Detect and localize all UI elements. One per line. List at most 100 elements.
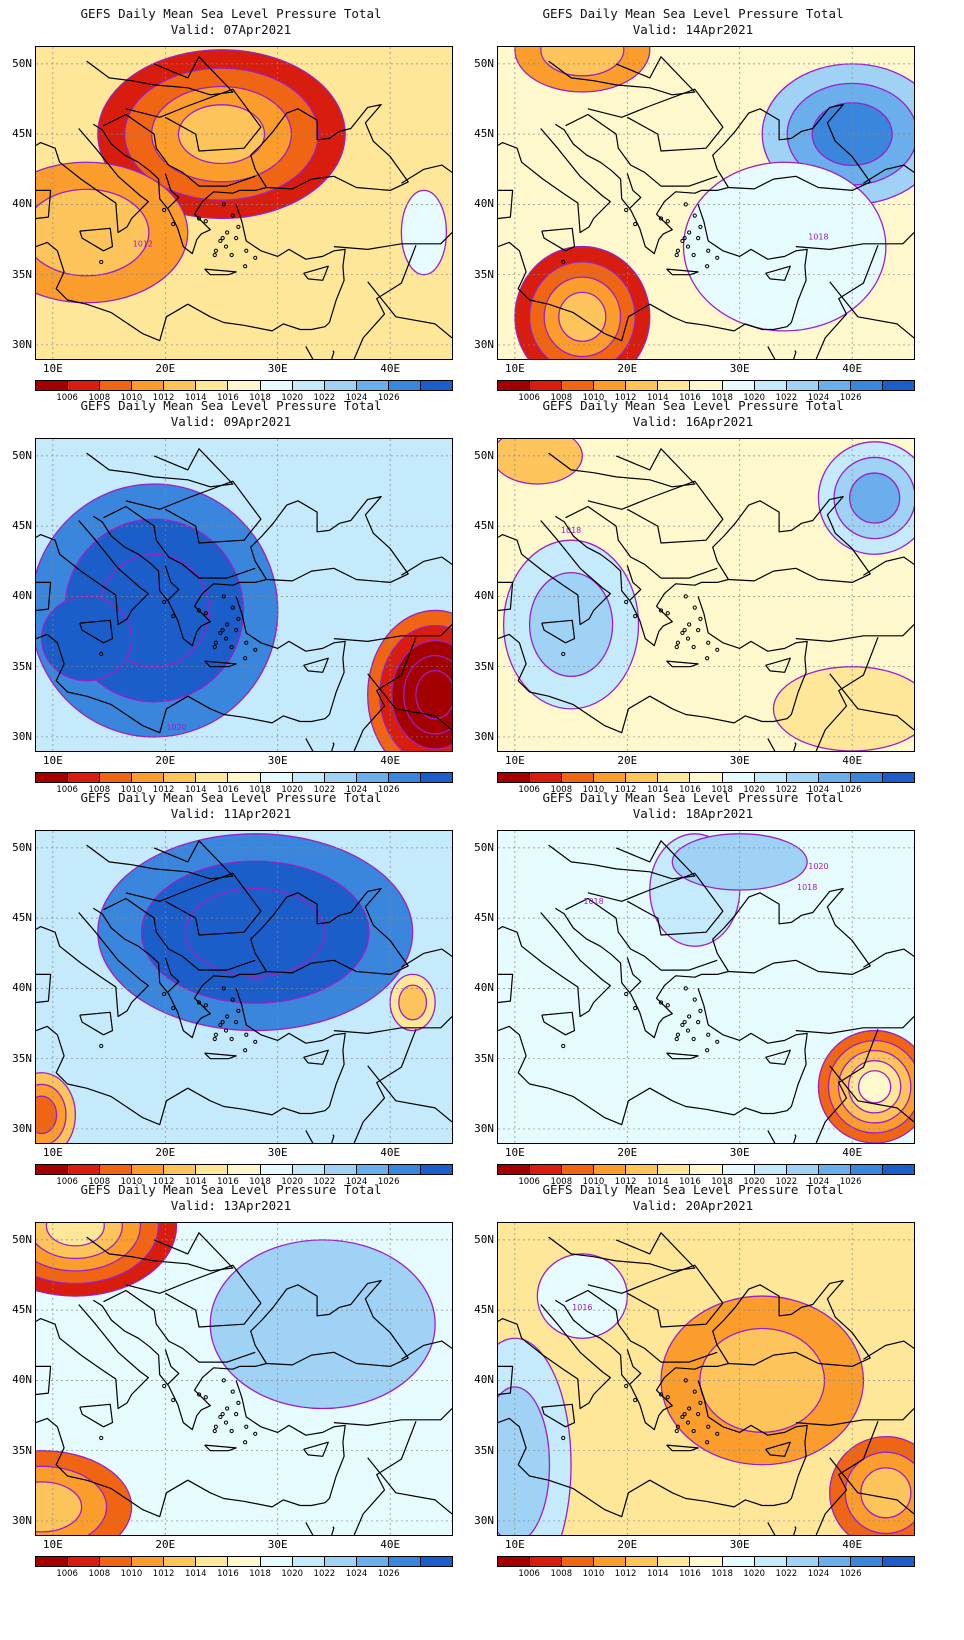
colorbar-swatch <box>850 1165 883 1174</box>
contour-label: 1018 <box>583 897 603 906</box>
panel-valid-date: Valid: 20Apr2021 <box>632 1198 754 1213</box>
coastline <box>765 1441 791 1457</box>
colorbar <box>35 1556 453 1567</box>
colorbar-swatch <box>594 1165 627 1174</box>
island <box>196 216 202 221</box>
colorbar-swatch <box>786 1557 819 1566</box>
latitude-label: 40N <box>12 981 32 995</box>
coastline <box>204 1444 237 1452</box>
pressure-contour <box>415 670 452 720</box>
colorbar-swatch <box>292 381 325 390</box>
coastline <box>204 268 237 276</box>
colorbar-label: 1006 <box>518 1177 540 1187</box>
colorbar-label: 1020 <box>281 1569 304 1579</box>
latitude-label: 50N <box>474 840 494 854</box>
island <box>680 1022 685 1028</box>
island <box>221 1378 226 1383</box>
colorbar-swatch <box>530 1557 563 1566</box>
island <box>691 1428 696 1434</box>
colorbar <box>35 1164 453 1175</box>
latitude-label: 45N <box>12 911 32 925</box>
colorbar-swatch <box>196 381 229 390</box>
colorbar-swatch <box>626 1165 659 1174</box>
colorbar-swatch <box>36 773 69 782</box>
coastline <box>626 173 642 210</box>
pressure-map: 1018 <box>497 438 915 752</box>
colorbar-label: 1006 <box>518 393 540 403</box>
coastline <box>712 1280 871 1367</box>
island <box>213 248 218 253</box>
island <box>225 622 230 627</box>
island <box>665 611 670 616</box>
colorbar-label: 1008 <box>550 393 573 403</box>
coastline <box>863 164 914 184</box>
island <box>706 1424 711 1429</box>
coastline <box>498 1365 514 1396</box>
coastline <box>829 1065 914 1123</box>
colorbar-label: 1014 <box>646 1177 669 1187</box>
coastline <box>353 1028 417 1143</box>
island <box>236 1400 241 1405</box>
latitude-label: 40N <box>474 589 494 603</box>
colorbar-label: 1016 <box>217 1569 239 1579</box>
colorbar-swatch <box>196 1557 229 1566</box>
coastline <box>305 1130 335 1143</box>
coastline <box>498 1380 808 1518</box>
panel-title: GEFS Daily Mean Sea Level Pressure Total <box>542 1182 844 1197</box>
colorbar-label: 1020 <box>281 1177 304 1187</box>
longitude-label: 40E <box>380 1538 401 1551</box>
island <box>683 594 688 599</box>
colorbar-label: 1014 <box>646 785 669 795</box>
contour-label: 1018 <box>808 233 828 242</box>
latitude-label: 30N <box>474 337 494 351</box>
longitude-label: 20E <box>617 362 638 375</box>
colorbar-swatch <box>132 773 165 782</box>
colorbar-swatch <box>132 381 165 390</box>
coastline <box>626 957 642 994</box>
island <box>234 1412 239 1417</box>
island <box>675 1424 680 1429</box>
latitude-label: 50N <box>12 840 32 854</box>
island <box>687 1406 692 1411</box>
colorbar-swatch <box>786 1165 819 1174</box>
colorbar <box>497 1164 915 1175</box>
coastline <box>305 738 335 751</box>
pressure-map-svg <box>36 1223 452 1535</box>
latitude-label: 35N <box>12 1051 32 1065</box>
colorbar-swatch <box>882 1165 915 1174</box>
coastline <box>767 346 797 359</box>
island <box>223 1420 229 1425</box>
colorbar-swatch <box>196 1165 229 1174</box>
colorbar <box>497 1556 915 1567</box>
island <box>218 630 223 636</box>
colorbar-swatch <box>228 773 261 782</box>
colorbar-label: 1008 <box>88 785 111 795</box>
latitude-label: 50N <box>12 448 32 462</box>
island <box>162 599 167 605</box>
coastline <box>554 1299 729 1431</box>
colorbar-swatch <box>754 1557 787 1566</box>
colorbar-swatch <box>498 1557 531 1566</box>
colorbar-label: 1024 <box>345 785 368 795</box>
island <box>171 221 176 227</box>
longitude-label: 10E <box>504 1538 525 1551</box>
island <box>674 1428 679 1434</box>
island <box>658 216 664 221</box>
colorbar-swatch <box>818 381 851 390</box>
colorbar <box>35 380 453 391</box>
island <box>682 628 687 633</box>
island <box>203 1003 208 1008</box>
panel-title: GEFS Daily Mean Sea Level Pressure Total <box>80 1182 382 1197</box>
panel-title: GEFS Daily Mean Sea Level Pressure Total <box>542 398 844 413</box>
contour-label: 1020 <box>808 862 828 871</box>
island <box>220 628 225 633</box>
coastline <box>565 505 718 579</box>
island <box>561 651 566 657</box>
longitude-label: 30E <box>267 1146 288 1159</box>
map-panel: GEFS Daily Mean Sea Level Pressure Total… <box>0 392 462 802</box>
colorbar-swatch <box>356 773 389 782</box>
colorbar-swatch <box>388 1557 421 1566</box>
pressure-map-svg: 1018 <box>498 439 914 751</box>
colorbar-label: 1008 <box>88 393 111 403</box>
pressure-contour <box>860 1467 912 1519</box>
